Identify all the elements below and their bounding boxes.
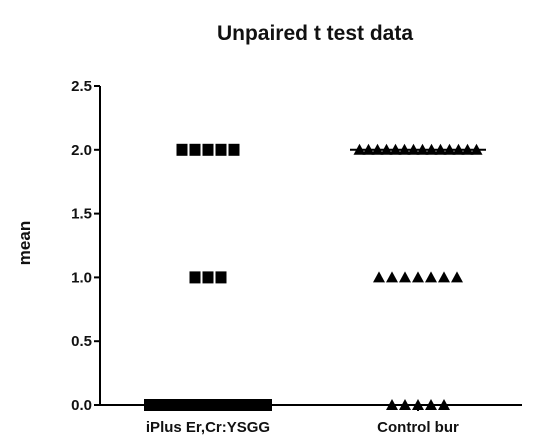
data-point-triangle (362, 143, 375, 155)
data-point-triangle (399, 399, 411, 410)
data-point-triangle (398, 143, 411, 155)
data-point-triangle (389, 143, 402, 155)
y-tick-label: 0.5 (71, 333, 92, 350)
y-tick-label: 2.0 (71, 142, 92, 159)
data-point-triangle (407, 143, 420, 155)
data-point-triangle (451, 271, 463, 283)
data-point-triangle (425, 399, 437, 410)
data-point-square (162, 399, 173, 411)
data-point-triangle (371, 143, 384, 155)
data-point-triangle (470, 143, 483, 155)
data-point-square (144, 399, 155, 411)
data-point-triangle (412, 271, 424, 283)
data-point-triangle (373, 271, 385, 283)
data-point-square (215, 143, 227, 156)
data-point-square (189, 271, 201, 284)
data-point-square (176, 143, 188, 156)
data-point-triangle (461, 143, 474, 155)
data-point-triangle (438, 271, 450, 283)
data-point-square (202, 271, 214, 284)
data-point-square (189, 399, 200, 411)
y-tick-label: 1.0 (71, 269, 92, 286)
axes: 0.0 0.5 1.0 1.5 2.0 2.5 iPlus Er,Cr:YSGG Contro… (71, 78, 522, 436)
data-point-square (216, 399, 227, 411)
data-point-square (171, 399, 182, 411)
data-point-triangle (380, 143, 393, 155)
data-point-triangle (353, 143, 366, 155)
y-tick-label: 2.5 (71, 78, 92, 95)
data-point-square (225, 399, 236, 411)
data-point-square (261, 399, 272, 411)
data-point-triangle (425, 271, 437, 283)
chart-title: Unpaired t test data (217, 22, 413, 45)
data-point-triangle (434, 143, 447, 155)
data-point-triangle (452, 143, 465, 155)
data-point-square (189, 143, 201, 156)
data-point-square (215, 271, 227, 284)
data-point-square (207, 399, 218, 411)
y-tick-label: 0.0 (71, 397, 92, 414)
data-point-square (243, 399, 254, 411)
data-point-triangle (443, 143, 456, 155)
data-point-square (153, 399, 164, 411)
data-points (144, 143, 486, 411)
data-point-triangle (386, 399, 398, 410)
data-point-triangle (416, 143, 429, 155)
data-point-square (198, 399, 209, 411)
data-point-square (252, 399, 263, 411)
data-point-square (228, 143, 240, 156)
data-point-square (202, 143, 214, 156)
y-tick-label: 1.5 (71, 206, 92, 223)
data-point-square (234, 399, 245, 411)
y-axis-label: mean (15, 221, 34, 265)
data-point-triangle (438, 399, 450, 410)
data-point-triangle (399, 271, 411, 283)
x-tick-label: iPlus Er,Cr:YSGG (146, 419, 270, 436)
data-point-triangle (386, 271, 398, 283)
data-point-triangle (425, 143, 438, 155)
data-point-triangle (412, 399, 424, 410)
x-tick-label: Control bur (377, 419, 459, 436)
data-point-square (180, 399, 191, 411)
